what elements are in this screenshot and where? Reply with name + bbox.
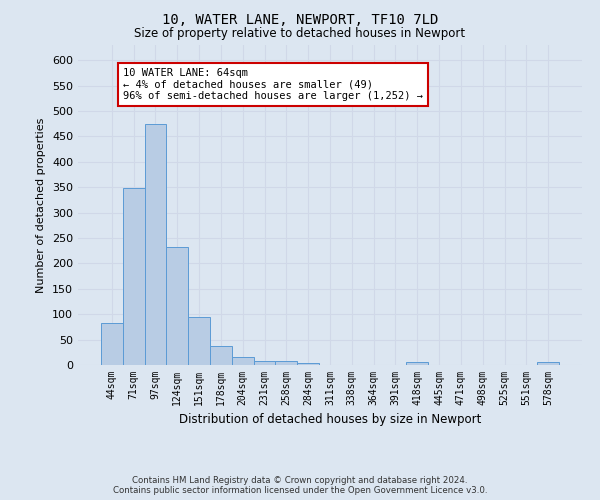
Bar <box>123 188 145 365</box>
Bar <box>537 362 559 365</box>
Bar <box>406 362 428 365</box>
X-axis label: Distribution of detached houses by size in Newport: Distribution of detached houses by size … <box>179 414 481 426</box>
Bar <box>188 316 210 365</box>
Text: 10 WATER LANE: 64sqm
← 4% of detached houses are smaller (49)
96% of semi-detach: 10 WATER LANE: 64sqm ← 4% of detached ho… <box>123 68 423 101</box>
Text: 10, WATER LANE, NEWPORT, TF10 7LD: 10, WATER LANE, NEWPORT, TF10 7LD <box>162 12 438 26</box>
Y-axis label: Number of detached properties: Number of detached properties <box>37 118 46 292</box>
Bar <box>275 361 297 365</box>
Bar <box>232 357 254 365</box>
Bar <box>297 363 319 365</box>
Bar <box>166 246 188 365</box>
Bar <box>145 124 166 365</box>
Bar <box>254 361 275 365</box>
Bar <box>101 324 123 365</box>
Text: Contains HM Land Registry data © Crown copyright and database right 2024.
Contai: Contains HM Land Registry data © Crown c… <box>113 476 487 495</box>
Text: Size of property relative to detached houses in Newport: Size of property relative to detached ho… <box>134 28 466 40</box>
Bar <box>210 346 232 365</box>
